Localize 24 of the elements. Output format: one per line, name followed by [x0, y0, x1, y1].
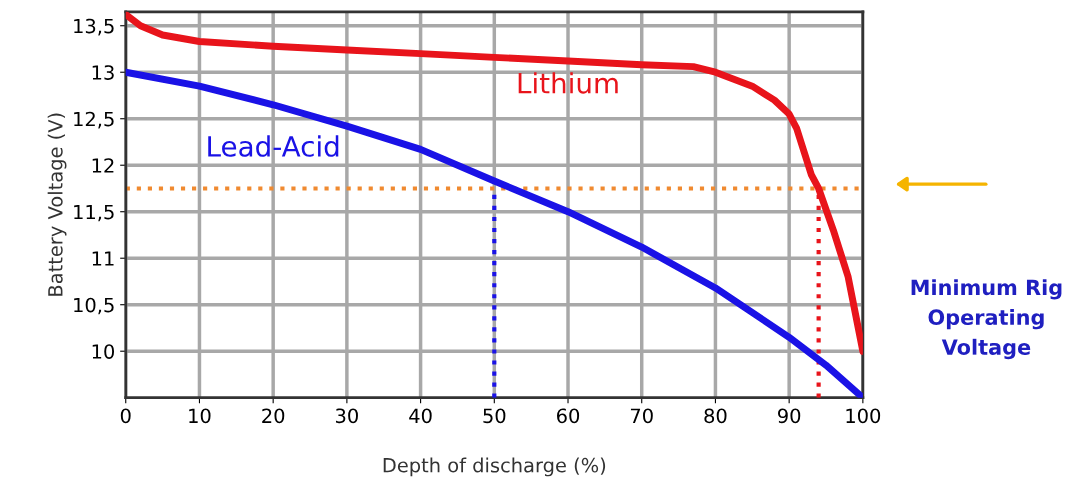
y-tick-label: 13,5: [74, 18, 114, 36]
y-tick-label: 10,5: [74, 297, 114, 315]
y-tick-label: 12,5: [74, 111, 114, 129]
x-tick-label: 20: [262, 408, 285, 424]
y-tick-label: 11,5: [74, 204, 114, 222]
x-tick-label: 70: [630, 408, 653, 424]
x-tick-label: 0: [120, 408, 131, 424]
y-tick-label: 10: [92, 344, 115, 359]
text: Minimum Rig Operating Voltage: [911, 279, 1062, 360]
x-axis-title: Depth of discharge (%): [383, 457, 606, 477]
x-tick-label: 30: [335, 408, 358, 424]
y-tick-label: 13: [92, 65, 114, 80]
y-axis-title: Battery Voltage (V): [47, 113, 67, 296]
series-label: Lithium: [518, 72, 618, 94]
x-tick-label: 40: [409, 408, 432, 424]
x-tick-label: 10: [189, 408, 211, 424]
series-label: Lead-Acid: [208, 135, 339, 157]
y-tick-label: 11: [92, 251, 114, 266]
y-tick-label: 12: [92, 158, 114, 173]
x-tick-label: 80: [704, 408, 727, 424]
x-tick-label: 50: [483, 408, 506, 424]
x-tick-label: 100: [846, 408, 881, 424]
x-tick-label: 60: [557, 408, 580, 424]
x-tick-label: 90: [778, 408, 801, 424]
